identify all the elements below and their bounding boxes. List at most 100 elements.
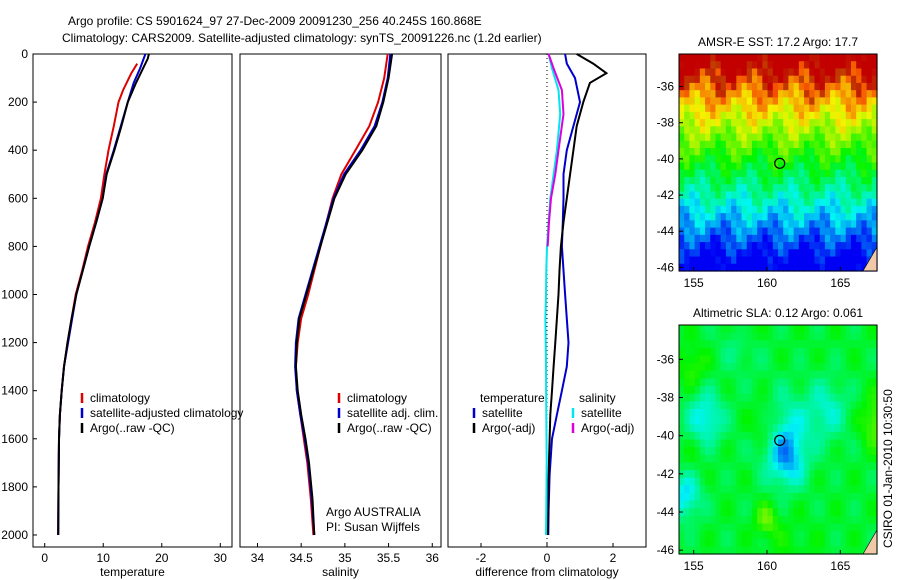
map-cell [788, 500, 795, 509]
map-cell [731, 492, 737, 502]
salinity-panel: 34 34.5 35 35.5 36salinityclimatologysatelli… [239, 53, 442, 579]
map-cell [804, 220, 810, 229]
map-cell [751, 325, 758, 334]
map-cell [783, 408, 790, 418]
map-cell [684, 213, 691, 221]
map-cell [856, 393, 862, 402]
map-cell [845, 234, 852, 243]
map-cell [835, 462, 842, 471]
map-cell [824, 546, 831, 555]
map-cell [741, 184, 748, 193]
map-cell [830, 462, 836, 471]
map-cell [731, 126, 737, 135]
map-cell [778, 363, 784, 372]
map-cell [746, 148, 753, 156]
map-cell [679, 242, 685, 250]
map-cell [741, 355, 748, 364]
map-cell [856, 242, 862, 250]
map-cell [710, 485, 717, 494]
map-cell [757, 176, 763, 185]
y-tick-label: 1000 [1, 287, 28, 301]
map-cell [710, 332, 717, 341]
map-cell [715, 198, 722, 207]
map-cell [689, 332, 696, 341]
map-cell [783, 416, 790, 425]
map-cell [746, 363, 753, 372]
map-cell [684, 162, 691, 171]
map-cell [783, 97, 790, 106]
map-cell [746, 416, 753, 425]
map-cell [871, 176, 878, 185]
map-cell [741, 370, 748, 380]
map-cell [798, 386, 805, 395]
map-cell [679, 198, 685, 207]
map-cell [705, 213, 711, 221]
map-cell [804, 492, 810, 502]
map-cell [684, 401, 691, 410]
map-cell [866, 111, 873, 120]
map-cell [725, 242, 732, 250]
map-cell [840, 538, 847, 547]
map-cell [741, 485, 748, 494]
map-cell [720, 546, 727, 555]
map-cell [778, 140, 784, 149]
map-cell [856, 500, 862, 509]
map-cell [725, 82, 732, 91]
map-cell [699, 162, 706, 171]
map-cell [694, 378, 701, 387]
map-cell [835, 477, 842, 486]
map-cell [767, 54, 774, 62]
map-cell [762, 500, 769, 509]
map-cell [689, 111, 696, 120]
map-cell [720, 126, 727, 135]
map-cell [861, 54, 868, 62]
map-cell [751, 347, 758, 357]
map-cell [830, 119, 836, 127]
map-cell [699, 546, 706, 555]
map-cell [715, 408, 722, 418]
map-cell [804, 515, 810, 525]
map-cell [830, 249, 836, 258]
map-cell [736, 184, 743, 193]
map-cell [809, 176, 816, 185]
map-cell [731, 169, 737, 178]
map-cell [772, 148, 779, 156]
map-cell [731, 408, 737, 418]
map-cell [699, 220, 706, 229]
map-cell [772, 454, 779, 463]
map-cell [814, 531, 821, 540]
map-cell [736, 546, 743, 555]
map-cell [835, 416, 842, 425]
map-cell [840, 546, 847, 555]
map-cell [741, 169, 748, 178]
map-cell [856, 416, 862, 425]
map-cell [772, 256, 779, 265]
map-cell [783, 213, 790, 221]
map-cell [694, 242, 701, 250]
map-cell [736, 508, 743, 517]
map-cell [757, 378, 763, 387]
map-cell [809, 126, 816, 135]
map-cell [840, 401, 847, 410]
map-cell [835, 111, 842, 120]
map-cell [798, 431, 805, 441]
map-cell [778, 325, 784, 334]
map-cell [694, 75, 701, 84]
map-cell [679, 462, 685, 471]
map-cell [689, 470, 696, 479]
map-cell [819, 263, 826, 272]
map-cell [720, 234, 727, 243]
y-tick-label: 1600 [1, 432, 28, 446]
map-cell [809, 111, 816, 120]
map-cell [736, 408, 743, 418]
map-cell [778, 184, 784, 193]
map-cell [866, 370, 873, 380]
map-cell [798, 90, 805, 98]
map-cell [741, 401, 748, 410]
map-cell [866, 454, 873, 463]
map-cell [835, 220, 842, 229]
map-cell [850, 205, 857, 214]
map-cell [804, 347, 810, 357]
map-cell [866, 462, 873, 471]
map-cell [798, 485, 805, 494]
